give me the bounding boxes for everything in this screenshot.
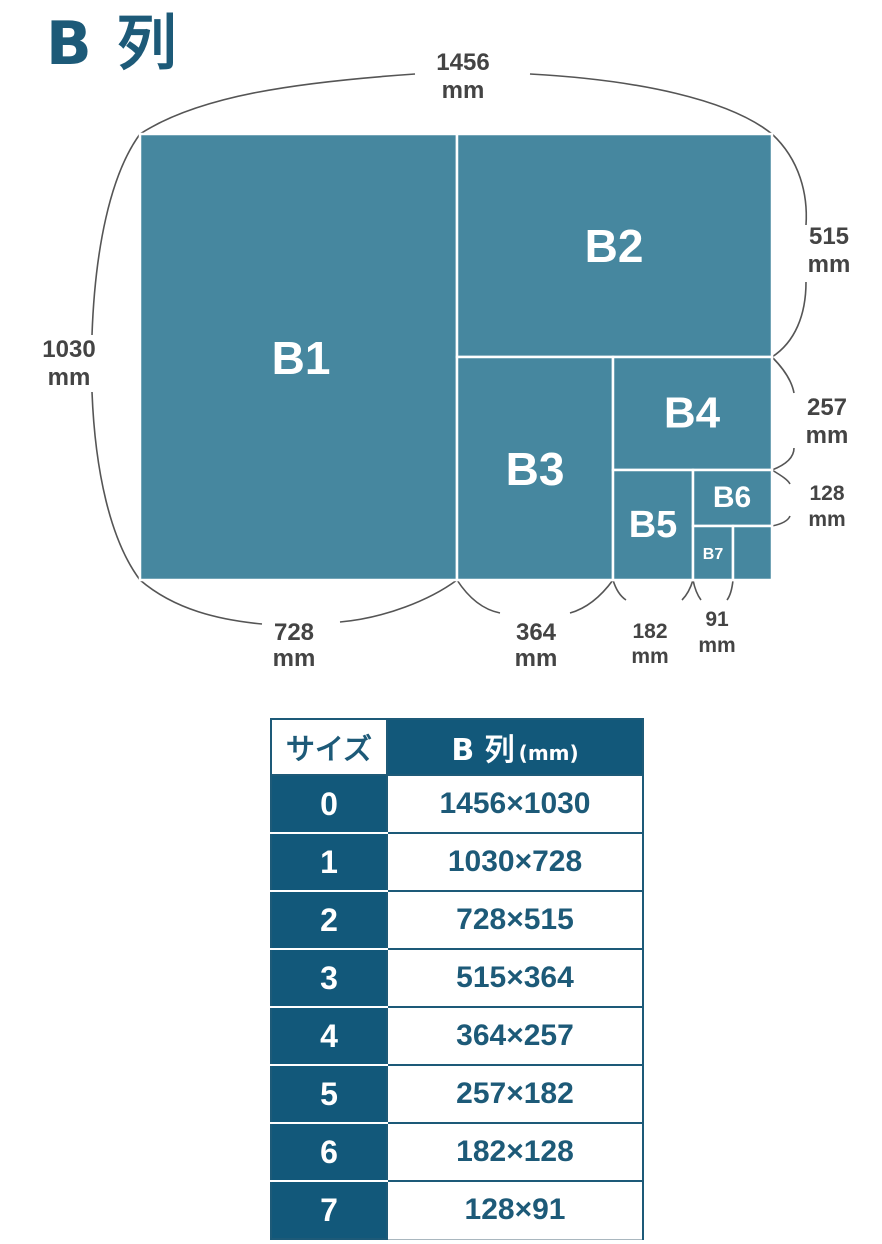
dim-right-257-unit: mm (806, 422, 849, 449)
brace-bottom-91-right (726, 579, 734, 601)
dim-bottom-728-unit: mm (273, 645, 316, 672)
sheet-b3 (455, 355, 615, 582)
size-cell: 4 (270, 1006, 388, 1066)
brace-right-257 (771, 356, 795, 394)
brace-bottom-728-right (339, 579, 458, 623)
brace-left-height (91, 133, 141, 336)
dimension-cell: 1456×1030 (386, 774, 644, 834)
size-cell: 5 (270, 1064, 388, 1124)
brace-bottom-364 (456, 579, 501, 614)
sheet-b8 (731, 524, 774, 582)
header-series: B 列 (mm) (386, 718, 644, 776)
label-b3: B3 (506, 443, 565, 495)
dim-left-height-value: 1030 (42, 336, 95, 363)
label-b6: B6 (713, 481, 751, 514)
dim-bottom-182-unit: mm (631, 645, 668, 668)
dim-bottom-728-value: 728 (274, 619, 314, 646)
table-row: 4 364×257 (270, 1006, 644, 1066)
brace-top-width-right (529, 73, 773, 135)
table-row: 6 182×128 (270, 1122, 644, 1182)
dim-right-257-value: 257 (807, 394, 847, 421)
brace-right-128-lower (771, 515, 791, 527)
brace-bottom-364-right (569, 579, 614, 614)
size-cell: 2 (270, 890, 388, 950)
dim-right-128-value: 128 (809, 482, 844, 505)
brace-bottom-182 (612, 579, 627, 601)
dim-bottom-91-value: 91 (705, 608, 729, 631)
b-series-diagram: B1 B2 B3 B4 B5 B6 B7 1456 mm 1030 mm 515… (42, 49, 851, 672)
header-unit: (mm) (518, 741, 579, 765)
table-row: 3 515×364 (270, 948, 644, 1008)
b-series-size-table: サイズ B 列 (mm) 0 1456×1030 1 1030×728 2 728×51… (270, 718, 644, 1240)
label-b2: B2 (585, 220, 644, 272)
size-cell: 7 (270, 1180, 388, 1240)
label-b1: B1 (272, 332, 331, 384)
table-row: 5 257×182 (270, 1064, 644, 1124)
sheet-b1 (138, 132, 459, 582)
size-cell: 6 (270, 1122, 388, 1182)
brace-left-height-lower (91, 391, 141, 581)
dimension-cell: 1030×728 (386, 832, 644, 892)
dim-right-128-unit: mm (808, 508, 845, 531)
sheet-b2 (455, 132, 774, 359)
dim-right-515-unit: mm (808, 251, 851, 278)
size-cell: 0 (270, 774, 388, 834)
brace-bottom-91 (692, 579, 702, 601)
brace-bottom-728 (139, 579, 263, 625)
dimension-cell: 182×128 (386, 1122, 644, 1182)
header-series-label: B 列 (451, 733, 515, 768)
table-header-row: サイズ B 列 (mm) (270, 718, 644, 776)
brace-bottom-182-right (681, 579, 694, 601)
label-b4: B4 (664, 389, 721, 438)
size-cell: 1 (270, 832, 388, 892)
dimension-cell: 128×91 (386, 1180, 644, 1240)
table-row: 1 1030×728 (270, 832, 644, 892)
table-row: 7 128×91 (270, 1180, 644, 1240)
table-row: 0 1456×1030 (270, 774, 644, 834)
dimension-cell: 515×364 (386, 948, 644, 1008)
dim-top-width-unit: mm (442, 77, 485, 104)
brace-right-515 (771, 133, 808, 226)
dim-bottom-91-unit: mm (698, 634, 735, 657)
dim-bottom-364-value: 364 (516, 619, 557, 646)
brace-right-515-lower (771, 281, 807, 358)
header-size: サイズ (270, 718, 388, 776)
brace-right-128 (771, 469, 791, 485)
brace-right-257-lower (771, 447, 795, 471)
label-b5: B5 (629, 504, 678, 546)
label-b7: B7 (703, 546, 724, 563)
sheet-b5 (611, 468, 695, 582)
dim-bottom-364-unit: mm (515, 645, 558, 672)
dimension-cell: 257×182 (386, 1064, 644, 1124)
dimension-cell: 728×515 (386, 890, 644, 950)
dimension-cell: 364×257 (386, 1006, 644, 1066)
dim-bottom-182-value: 182 (632, 620, 667, 643)
dim-top-width-value: 1456 (436, 49, 489, 76)
brace-top-width (139, 73, 416, 135)
dim-left-height-unit: mm (48, 364, 91, 391)
page-title: B 列 (46, 9, 179, 79)
dim-right-515-value: 515 (809, 223, 849, 250)
size-cell: 3 (270, 948, 388, 1008)
table-row: 2 728×515 (270, 890, 644, 950)
